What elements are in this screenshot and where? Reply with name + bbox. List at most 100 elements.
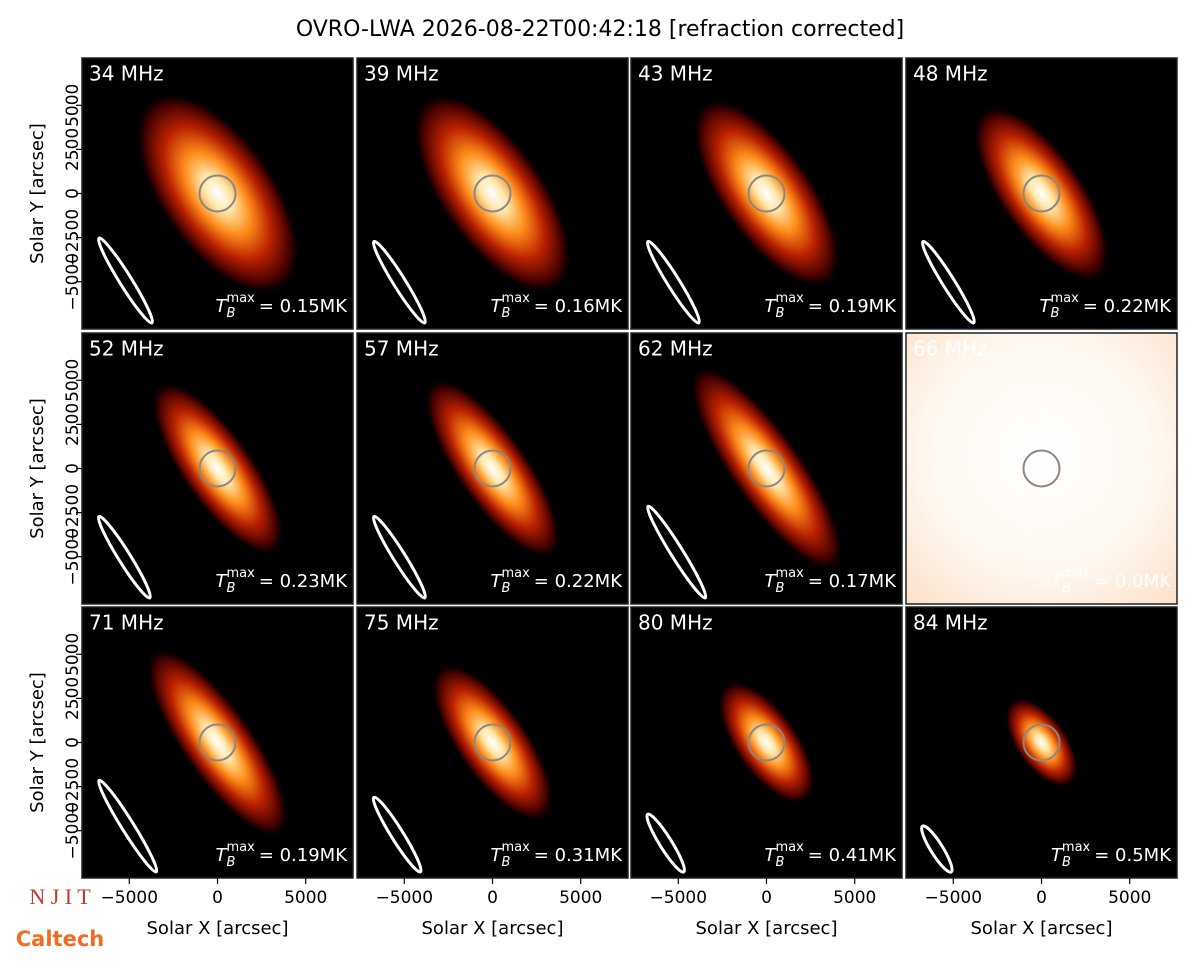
tb-symbol: T <box>1040 296 1053 317</box>
beam <box>97 236 154 325</box>
panel-image <box>906 607 1177 878</box>
tb-symbol: T <box>491 845 504 866</box>
emission <box>692 98 841 289</box>
panel-image <box>631 333 902 604</box>
panel-frame <box>630 57 903 330</box>
panel: 43 MHz TBmax = 0.19MK <box>630 57 903 330</box>
peak-value: = 0.19MK <box>808 296 897 317</box>
peak-brightness: TBmax = 0.15MK <box>216 291 349 321</box>
peak-value: = 0.41MK <box>808 845 897 866</box>
panel-image <box>357 607 628 878</box>
frequency-label: 39 MHz <box>364 62 439 86</box>
beam <box>645 812 686 874</box>
peak-value: = 0.19MK <box>259 845 348 866</box>
panel-image <box>906 333 1177 604</box>
panel-image <box>631 58 902 329</box>
emission <box>145 646 290 839</box>
panel-image <box>357 58 628 329</box>
peak-brightness: TBmax = 0.0MK <box>1051 566 1172 596</box>
x-tick-label: 5000 <box>284 888 327 908</box>
tb-superscript: max <box>775 291 804 306</box>
beam <box>920 239 976 325</box>
x-tick-label: 5000 <box>1108 888 1151 908</box>
emission <box>150 380 285 557</box>
solar-disk <box>198 174 237 213</box>
y-axis-label: Solar Y [arcsec] <box>27 398 48 539</box>
logo-caltech: Caltech <box>16 927 104 951</box>
frequency-label: 62 MHz <box>638 337 713 361</box>
solar-disk <box>1022 449 1061 488</box>
beam <box>646 504 708 600</box>
y-tick-label: −5000 <box>63 802 83 860</box>
peak-brightness: TBmax = 0.5MK <box>1051 840 1172 870</box>
beam <box>371 514 427 600</box>
y-axis-label: Solar Y [arcsec] <box>27 123 48 264</box>
peak-value: = 0.22MK <box>534 571 623 592</box>
frequency-label: 34 MHz <box>89 62 164 86</box>
panel-frame <box>630 332 903 605</box>
tb-superscript: max <box>501 840 530 855</box>
peak-value: = 0.17MK <box>808 571 897 592</box>
beam <box>371 239 427 325</box>
peak-brightness: TBmax = 0.22MK <box>1040 291 1173 321</box>
tb-symbol: T <box>765 571 778 592</box>
x-tick-label: −5000 <box>925 888 983 908</box>
tb-superscript: max <box>226 291 255 306</box>
peak-value: = 0.31MK <box>534 845 623 866</box>
y-tick-label: 0 <box>63 463 83 474</box>
image-background <box>906 333 1177 604</box>
solar-disk <box>473 723 512 762</box>
beam <box>371 795 423 874</box>
peak-value: = 0.0MK <box>1094 571 1172 592</box>
peak-value: = 0.16MK <box>534 296 623 317</box>
y-tick-label: −5000 <box>63 253 83 311</box>
panel-image <box>82 333 353 604</box>
y-axis-label: Solar Y [arcsec] <box>27 672 48 813</box>
panel-image <box>631 607 902 878</box>
panel-image <box>357 333 628 604</box>
solar-disk <box>473 174 512 213</box>
tb-subscript: B <box>502 855 511 870</box>
x-axis-label: Solar X [arcsec] <box>696 918 838 939</box>
tb-subscript: B <box>227 855 236 870</box>
y-tick-label: 2500 <box>63 677 83 720</box>
solar-disk <box>747 449 786 488</box>
tb-subscript: B <box>776 306 785 321</box>
frequency-label: 48 MHz <box>913 62 988 86</box>
panel-image <box>82 58 353 329</box>
figure-title: OVRO-LWA 2026-08-22T00:42:18 [refraction… <box>296 17 904 42</box>
y-tick-label: 2500 <box>63 403 83 446</box>
tb-symbol: T <box>765 845 778 866</box>
peak-brightness: TBmax = 0.17MK <box>765 566 898 596</box>
emission <box>689 364 844 573</box>
peak-brightness: TBmax = 0.19MK <box>765 291 898 321</box>
solar-disk <box>1022 174 1061 213</box>
beam <box>97 778 159 874</box>
panel-frame <box>905 332 1178 605</box>
peak-brightness: TBmax = 0.16MK <box>491 291 624 321</box>
tb-superscript: max <box>226 566 255 581</box>
emission <box>431 662 554 823</box>
x-tick-label: 0 <box>212 888 223 908</box>
panel: 62 MHz TBmax = 0.17MK <box>630 332 903 605</box>
solar-disk <box>198 723 237 762</box>
panel: 39 MHz TBmax = 0.16MK <box>356 57 629 330</box>
panel-frame <box>356 332 629 605</box>
solar-disk <box>747 723 786 762</box>
x-tick-label: −5000 <box>101 888 159 908</box>
panel-image <box>82 607 353 878</box>
tb-symbol: T <box>216 845 229 866</box>
solar-disk <box>1022 723 1061 762</box>
logo-njit: N J I T <box>29 884 91 909</box>
x-tick-label: 0 <box>1036 888 1047 908</box>
y-tick-label: 0 <box>63 188 83 199</box>
frequency-label: 43 MHz <box>638 62 713 86</box>
tb-subscript: B <box>502 306 511 321</box>
y-tick-label: 5000 <box>63 359 83 402</box>
panel: 57 MHz TBmax = 0.22MK <box>356 332 629 605</box>
peak-brightness: TBmax = 0.19MK <box>216 840 349 870</box>
solar-disk <box>473 449 512 488</box>
